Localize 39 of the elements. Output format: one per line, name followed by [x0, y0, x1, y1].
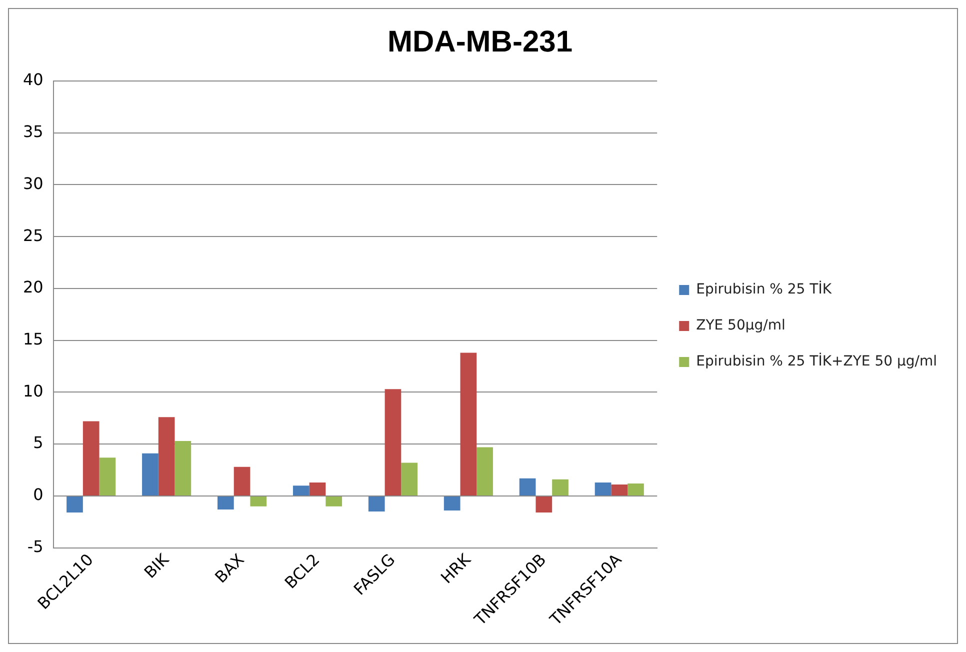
bar: [174, 440, 192, 496]
bar: [628, 484, 644, 496]
bar: [552, 479, 568, 496]
legend-label: Epirubisin % 25 TİK: [696, 280, 832, 298]
bar: [309, 482, 326, 496]
bar: [368, 496, 385, 512]
bar: [611, 484, 628, 496]
bar: [536, 496, 552, 513]
y-tick-label: 0: [33, 485, 44, 504]
bar: [326, 496, 342, 506]
chart-title: MDA-MB-231: [387, 25, 573, 58]
legend-label: ZYE 50µg/ml: [696, 318, 786, 334]
legend-label: Epirubisin % 25 TİK+ZYE 50 µg/ml: [696, 352, 938, 370]
bar: [401, 462, 418, 496]
y-tick-label: 30: [23, 174, 44, 193]
y-tick-label: 40: [23, 70, 44, 90]
bar: [82, 421, 100, 496]
bar: [519, 478, 536, 496]
bar: [250, 496, 267, 506]
bar: [99, 458, 116, 496]
y-tick-label: 15: [23, 330, 44, 349]
y-tick-label: 5: [33, 433, 44, 452]
bar: [594, 482, 612, 496]
bar: [66, 496, 83, 513]
bar: [476, 447, 493, 496]
bar: [292, 486, 310, 496]
y-tick-label: 25: [23, 226, 44, 245]
bar: [142, 453, 158, 496]
y-tick-label: -5: [27, 536, 44, 556]
bar: [444, 496, 460, 510]
bar: [234, 466, 250, 496]
bar: [460, 352, 477, 496]
y-tick-label: 10: [23, 381, 44, 400]
y-tick-label: 35: [23, 122, 44, 142]
bar: [384, 389, 402, 496]
y-tick-label: 20: [23, 278, 44, 297]
bar: [158, 417, 175, 496]
x-tick-label: BIK: [140, 550, 173, 582]
bar: [218, 496, 234, 510]
